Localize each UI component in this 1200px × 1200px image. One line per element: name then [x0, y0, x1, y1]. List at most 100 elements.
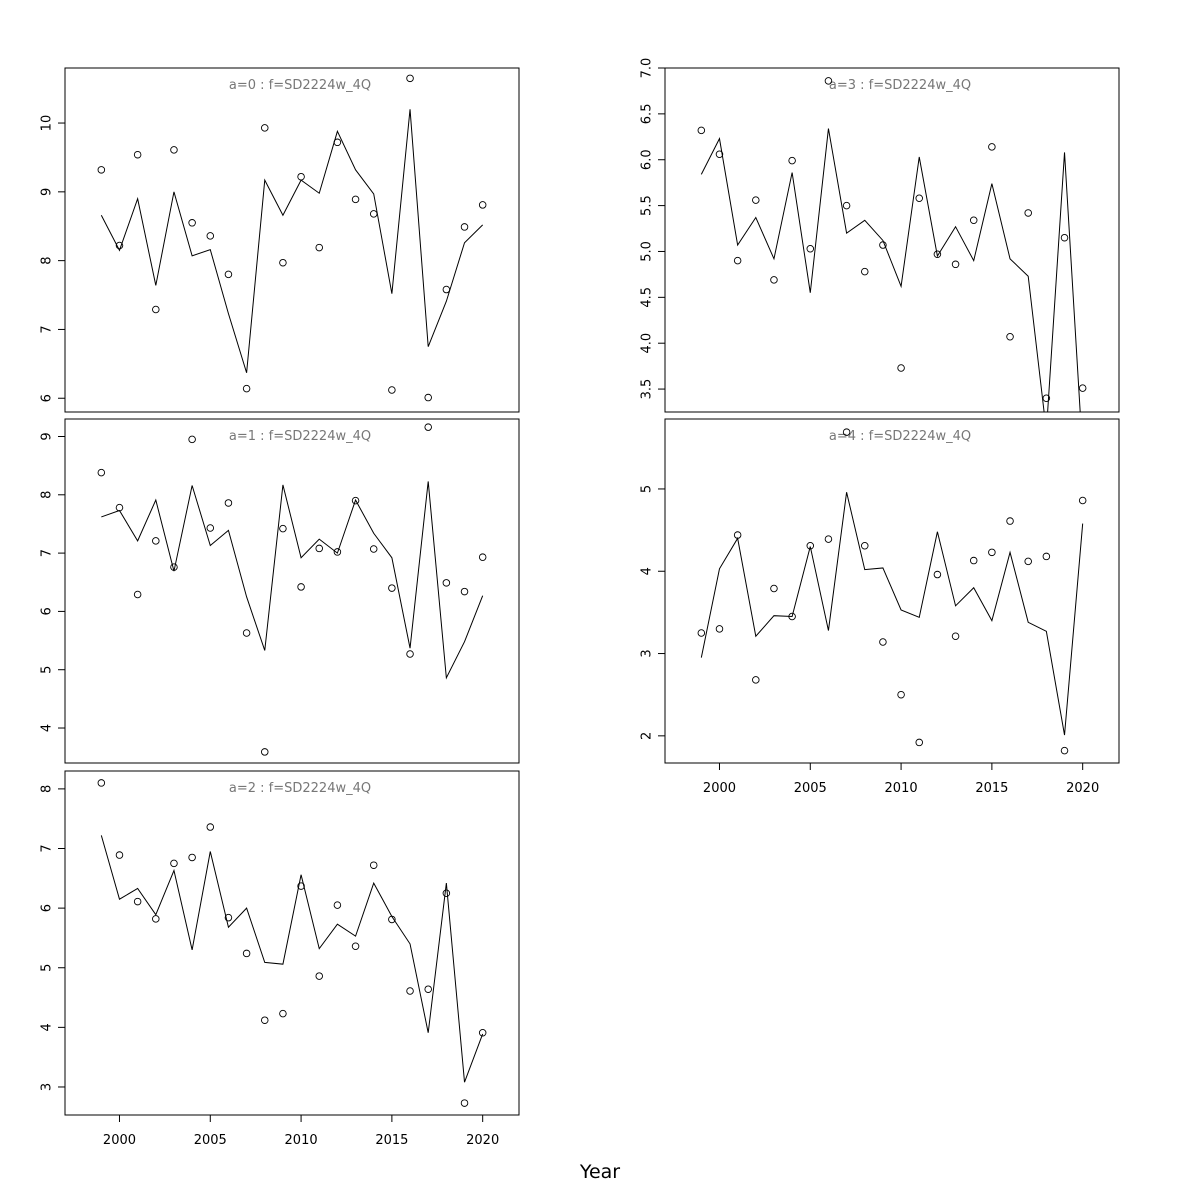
observed-point: [279, 524, 287, 533]
observed-point: [442, 285, 451, 294]
observed-point: [733, 531, 742, 539]
panel-3: a=3 : f=SD2224w_4Q 3.5 4.0 4.5 5.0 5.5 6.0 6.5 7…: [640, 58, 1120, 413]
observed-point: [824, 77, 833, 85]
observed-point: [715, 150, 724, 158]
observed-point: [478, 553, 487, 561]
observed-point: [460, 587, 469, 596]
y-tick-label: 5: [40, 666, 55, 674]
observed-point: [988, 143, 996, 151]
plot-area: [101, 481, 484, 680]
panel-title: a=2 : f=SD2224w_4Q: [229, 781, 371, 796]
x-tick-label: 2015: [975, 781, 1008, 796]
observed-point: [152, 537, 160, 545]
observed-point: [697, 629, 706, 637]
y-tick-label: 9: [40, 432, 55, 440]
x-tick-label: 2020: [466, 1133, 499, 1148]
observed-point: [315, 972, 323, 980]
observed-point: [861, 267, 869, 276]
observed-point: [752, 196, 760, 204]
plot-area: [700, 128, 1081, 412]
panel-4: a=4 : f=SD2224w_4Q 2 3 4 5 2000 2005 2010 2015 20…: [640, 418, 1120, 796]
plot-frame: [64, 67, 520, 413]
observed-point: [115, 241, 124, 250]
plot-area: [700, 492, 1084, 736]
observed-point: [388, 584, 396, 592]
observed-point: [152, 915, 160, 923]
observed-point: [915, 738, 923, 747]
y-tick-label: 8: [40, 491, 55, 499]
observed-point: [206, 524, 215, 532]
observed-point: [1078, 384, 1087, 392]
observed-point: [133, 590, 142, 599]
x-axis-label: Year: [579, 1161, 620, 1183]
observed-point: [1078, 496, 1087, 505]
observed-point: [315, 544, 323, 553]
observed-point: [1060, 233, 1069, 242]
observed-point: [1042, 394, 1051, 402]
observed-point: [242, 949, 251, 958]
observed-point: [861, 541, 869, 550]
observed-point: [133, 897, 142, 906]
observed-point: [369, 210, 378, 218]
observed-point: [951, 260, 960, 269]
fitted-line: [100, 109, 484, 373]
panel-title: a=0 : f=SD2224w_4Q: [229, 78, 371, 93]
observed-point: [879, 241, 887, 249]
observed-point: [788, 612, 796, 621]
y-tick-label: 10: [40, 115, 55, 132]
observed-point: [315, 243, 323, 252]
observed-point: [424, 985, 432, 993]
y-tick-label: 6.0: [640, 149, 655, 170]
observed-point: [424, 393, 432, 402]
observed-point: [170, 859, 178, 868]
y-tick-label: 4: [40, 1023, 55, 1031]
plot-area: [100, 109, 484, 373]
observed-point: [188, 435, 196, 444]
y-tick-label: 6: [40, 394, 55, 402]
observed-point: [97, 779, 106, 787]
observed-point: [224, 270, 233, 279]
observed-point: [460, 223, 469, 231]
y-tick-label: 3.5: [640, 379, 655, 400]
observed-point: [1060, 746, 1069, 755]
y-tick-label: 4.5: [640, 287, 655, 308]
observed-point: [788, 156, 796, 165]
fitted-line: [100, 835, 484, 1083]
plot-frame: [64, 418, 520, 764]
observed-point: [297, 882, 305, 890]
plot-frame: [64, 770, 520, 1116]
observed-point: [715, 625, 724, 633]
observed-point: [897, 364, 905, 372]
panel-2: a=2 : f=SD2224w_4Q 3 4 5 6 7 8 2000 2005 2010 2015…: [40, 770, 520, 1148]
panel-title: a=3 : f=SD2224w_4Q: [829, 78, 971, 93]
y-tick-label: 4.0: [640, 333, 655, 354]
observed-point: [170, 563, 178, 571]
observed-point: [115, 851, 124, 859]
plot-area: [100, 835, 484, 1083]
x-tick-label: 2015: [375, 1133, 408, 1148]
x-tick-label: 2005: [794, 781, 827, 796]
plot-frame: [664, 418, 1120, 764]
observed-point: [897, 690, 905, 699]
observed-point: [188, 853, 196, 862]
observed-point: [1024, 209, 1032, 217]
observed-point: [351, 496, 360, 505]
y-tick-label: 4: [40, 724, 55, 732]
observed-point: [933, 570, 942, 579]
observed-point: [206, 232, 215, 240]
y-tick-label: 7: [40, 325, 55, 333]
panel-0: a=0 : f=SD2224w_4Q 6 7 8 9 10: [40, 67, 520, 413]
y-tick-label: 6: [40, 904, 55, 912]
observed-point: [388, 915, 396, 924]
observed-point: [478, 201, 487, 209]
y-tick-label: 6.5: [640, 104, 655, 125]
observed-point: [369, 545, 378, 553]
observed-point: [188, 219, 196, 227]
observed-point: [1042, 552, 1051, 561]
observed-point: [733, 256, 742, 265]
observed-point: [261, 748, 269, 756]
observed-point: [770, 584, 778, 593]
x-tick-label: 2000: [103, 1133, 136, 1148]
observed-point: [406, 650, 414, 658]
y-tick-label: 3: [640, 649, 655, 657]
